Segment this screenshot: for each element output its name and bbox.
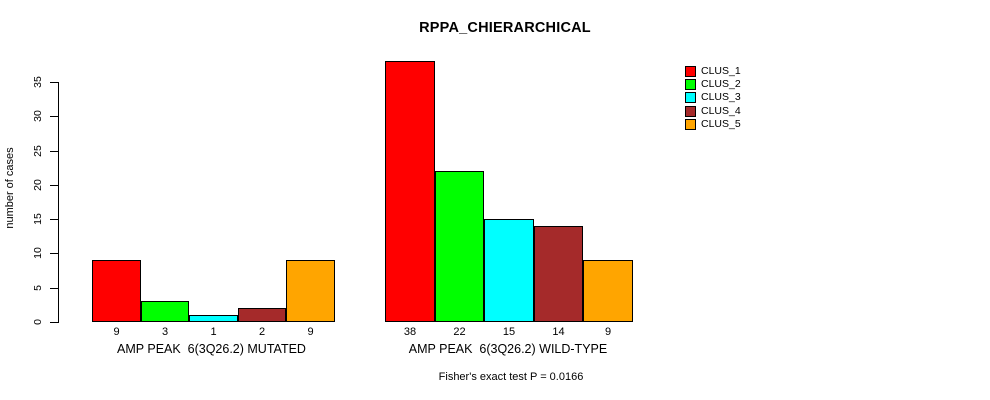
- bar: [435, 171, 484, 322]
- group-label: AMP PEAK 6(3Q26.2) MUTATED: [117, 342, 306, 356]
- bar: [238, 308, 286, 322]
- bar: [583, 260, 633, 322]
- bar: [92, 260, 141, 322]
- y-axis-line: [58, 82, 59, 323]
- y-tick: [50, 116, 58, 117]
- y-tick-label: 15: [32, 213, 44, 225]
- bar: [141, 301, 189, 322]
- y-tick-label: 35: [32, 76, 44, 88]
- bar-value-label: 1: [210, 326, 217, 338]
- y-tick-label: 5: [32, 285, 44, 291]
- y-tick: [50, 288, 58, 289]
- y-tick-label: 10: [32, 247, 44, 259]
- y-tick-label: 25: [32, 145, 44, 157]
- bar: [534, 226, 583, 322]
- bar-value-label: 22: [453, 326, 466, 338]
- y-tick-label: 0: [32, 319, 44, 325]
- y-tick: [50, 322, 58, 323]
- y-tick-label: 20: [32, 179, 44, 191]
- bar-value-label: 9: [113, 326, 120, 338]
- bar-value-label: 9: [307, 326, 314, 338]
- bar-value-label: 9: [604, 326, 612, 338]
- annotation-text: Fisher's exact test P = 0.0166: [438, 371, 584, 383]
- bar: [385, 61, 435, 322]
- bar-value-label: 2: [258, 326, 266, 338]
- y-tick-label: 30: [32, 110, 44, 122]
- bar: [484, 219, 534, 322]
- bar: [189, 315, 238, 322]
- chart-title: RPPA_CHIERARCHICAL: [419, 20, 591, 36]
- y-tick: [50, 185, 58, 186]
- bar: [286, 260, 335, 322]
- bar-value-label: 14: [552, 326, 565, 338]
- group-label: AMP PEAK 6(3Q26.2) WILD-TYPE: [408, 342, 608, 356]
- y-tick: [50, 151, 58, 152]
- bar-value-label: 38: [403, 326, 417, 338]
- y-tick: [50, 253, 58, 254]
- bar-value-label: 3: [161, 326, 169, 338]
- y-tick: [50, 82, 58, 83]
- bar-value-label: 15: [502, 326, 516, 338]
- y-tick: [50, 219, 58, 220]
